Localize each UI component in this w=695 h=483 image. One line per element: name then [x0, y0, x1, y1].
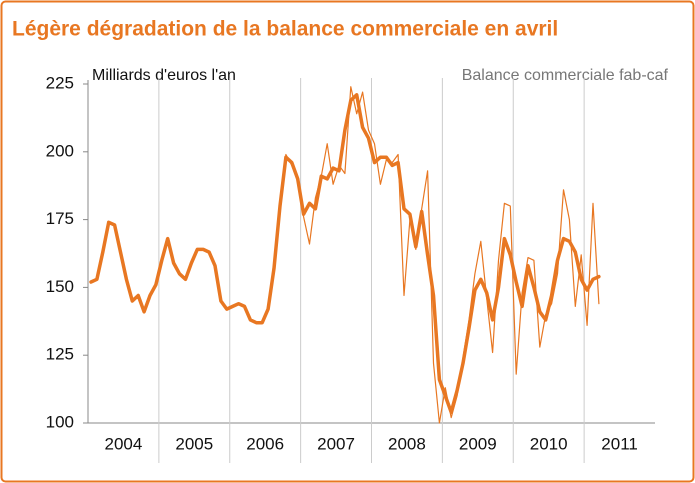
x-tick-label: 2007: [317, 434, 355, 453]
y-tick-label: 150: [46, 277, 74, 296]
x-tick-label: 2004: [105, 434, 143, 453]
y-axis-label: Milliards d'euros l'an: [92, 67, 236, 84]
x-tick-label: 2010: [530, 434, 568, 453]
x-tick-label: 2008: [388, 434, 426, 453]
legend-label: Balance commerciale fab-caf: [462, 67, 669, 84]
chart-title: Légère dégradation de la balance commerc…: [12, 18, 558, 41]
x-tick-label: 2005: [175, 434, 213, 453]
y-tick-label: 225: [46, 73, 74, 92]
x-tick-label: 2009: [459, 434, 497, 453]
x-tick-label: 2011: [601, 434, 638, 453]
y-tick-label: 125: [46, 345, 74, 364]
y-tick-label: 175: [46, 209, 74, 228]
x-tick-label: 2006: [246, 434, 284, 453]
y-tick-label: 200: [46, 141, 74, 160]
smoothed-line: [89, 93, 601, 414]
y-tick-label: 100: [46, 412, 74, 431]
